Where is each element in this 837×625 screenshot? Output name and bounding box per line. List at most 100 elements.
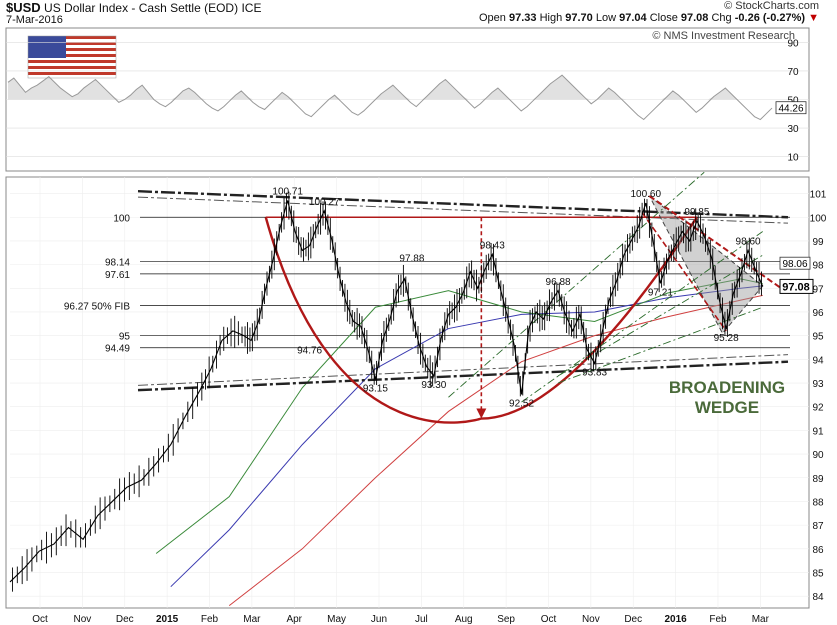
price-tick-label: 92: [812, 403, 824, 414]
price-annotation: 98.43: [480, 240, 505, 251]
low-value: 97.04: [619, 12, 647, 24]
description-label: US Dollar Index - Cash Settle (EOD): [44, 1, 239, 15]
price-annotation: 92.52: [509, 398, 534, 409]
price-annotation: 95.28: [714, 333, 739, 344]
chart-title: $USD US Dollar Index - Cash Settle (EOD)…: [6, 0, 261, 15]
flag-stripe: [28, 48, 116, 51]
x-tick-label: Oct: [32, 614, 48, 625]
price-tick-label: 98: [812, 261, 824, 272]
upper-channel-line-2: [137, 196, 789, 224]
trend-fan-line: [557, 306, 763, 384]
low-label: Low: [595, 12, 617, 24]
price-tick-label: 96: [812, 308, 824, 319]
wedge-upper-line: [648, 195, 786, 292]
price-tick-label: 84: [812, 592, 824, 603]
close-price-label: 97.08: [782, 281, 810, 293]
price-tick-label: 97: [812, 284, 824, 295]
price-tick-label: 89: [812, 474, 824, 485]
ma-200-line: [228, 294, 763, 607]
price-annotation: 100.71: [272, 186, 303, 197]
pattern-label: BROADENING: [669, 378, 785, 397]
rsi-tick-label: 10: [787, 153, 799, 164]
close-value: 97.08: [680, 12, 709, 24]
high-label: High: [539, 12, 563, 24]
price-annotation: 100.60: [630, 189, 661, 200]
price-tick-label: 101: [810, 190, 827, 201]
stockcharts-credit[interactable]: © StockCharts.com: [724, 0, 819, 12]
level-label: 97.61: [105, 270, 130, 281]
flag-stripe: [28, 54, 116, 57]
price-tick-label: 95: [812, 332, 824, 343]
x-tick-label: Aug: [455, 614, 473, 625]
price-annotation: 93.30: [421, 380, 446, 391]
rsi-tick-label: 50: [787, 96, 799, 107]
x-tick-label: Sep: [497, 614, 515, 625]
x-tick-label: Dec: [116, 614, 134, 625]
x-tick-label: Mar: [752, 614, 770, 625]
upper-channel-line: [137, 190, 789, 219]
rsi-value-badge: [775, 101, 807, 115]
price-annotation: 99.85: [684, 207, 709, 218]
price-annotation: 93.83: [582, 367, 607, 378]
price-tick-label: 86: [812, 545, 824, 556]
level-label: 96.27 50% FIB: [64, 302, 130, 313]
wedge-lower-line: [641, 212, 727, 332]
ma-100-line: [170, 285, 763, 588]
cup-curve: [264, 216, 698, 424]
flag-stripe: [28, 42, 116, 45]
price-annotation: 93.15: [363, 383, 388, 394]
chg-label: Chg: [711, 12, 732, 24]
price-annotation: 100.27: [309, 197, 340, 208]
ohlc-readout: Open 97.33 High 97.70 Low 97.04 Close 97…: [479, 12, 819, 24]
flag-stripe: [28, 66, 116, 69]
price-tick-label: 88: [812, 497, 824, 508]
x-tick-label: Oct: [541, 614, 557, 625]
price-tick-label: 94: [812, 355, 824, 366]
nms-credit: © NMS Investment Research: [652, 30, 795, 42]
price-tick-label: 90: [812, 450, 824, 461]
x-tick-label: May: [327, 614, 346, 625]
previous-price-badge: [779, 256, 811, 270]
price-tick-label: 87: [812, 521, 824, 532]
x-tick-label: Jul: [415, 614, 428, 625]
price-annotation: 98.60: [736, 236, 761, 247]
level-label: 100: [113, 213, 130, 224]
flag-stripe: [28, 36, 116, 39]
trend-fan-line: [448, 171, 705, 398]
level-label: 95: [119, 332, 131, 343]
flag-stripe: [28, 72, 116, 75]
previous-price-label: 98.06: [782, 259, 807, 270]
down-arrow-icon: ▼: [808, 12, 819, 24]
x-tick-label: Nov: [73, 614, 91, 625]
arrow-down-icon: [476, 408, 487, 419]
x-tick-label: Mar: [243, 614, 261, 625]
flag-stripe: [28, 60, 116, 63]
rsi-value-label: 44.26: [778, 104, 803, 115]
lower-channel-line-2: [137, 354, 789, 386]
x-tick-label: Feb: [201, 614, 219, 625]
price-annotation: 97.21: [648, 287, 673, 298]
price-tick-label: 91: [812, 426, 824, 437]
x-tick-label: 2015: [156, 614, 179, 625]
price-annotation: 94.76: [297, 345, 322, 356]
x-tick-label: Jun: [371, 614, 387, 625]
ma-50-line: [155, 278, 763, 554]
chg-value: -0.26 (-0.27%): [734, 12, 806, 24]
price-tick-label: 99: [812, 237, 824, 248]
trend-fan-line: [557, 254, 763, 377]
level-label: 94.49: [105, 344, 130, 355]
high-value: 97.70: [565, 12, 593, 24]
close-price-badge: [779, 278, 814, 294]
pattern-label: WEDGE: [695, 398, 759, 417]
rsi-tick-label: 70: [787, 67, 799, 78]
level-label: 98.14: [105, 257, 130, 268]
price-tick-label: 93: [812, 379, 824, 390]
wedge-shape: [648, 195, 764, 335]
x-tick-label: Dec: [624, 614, 642, 625]
rsi-line: [7, 74, 773, 121]
price-tick-label: 100: [810, 213, 827, 224]
price-annotation: 96.88: [546, 277, 571, 288]
price-annotation: 97.88: [399, 253, 424, 264]
open-value: 97.33: [508, 12, 537, 24]
